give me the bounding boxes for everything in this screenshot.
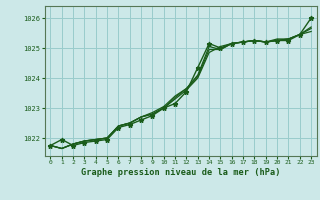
X-axis label: Graphe pression niveau de la mer (hPa): Graphe pression niveau de la mer (hPa) [81,168,281,177]
